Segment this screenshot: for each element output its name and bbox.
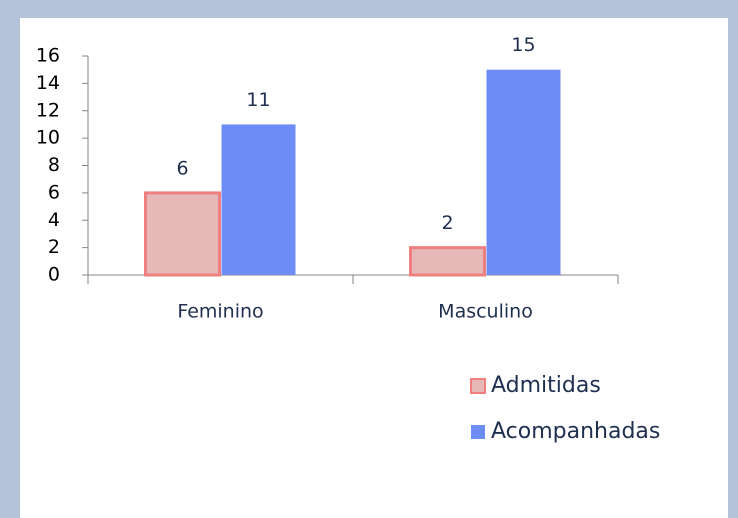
legend-label: Acompanhadas <box>491 419 660 444</box>
y-tick-label: 14 <box>36 72 60 94</box>
value-label: 15 <box>511 34 535 56</box>
legend-swatch <box>471 425 485 439</box>
bar <box>144 191 221 277</box>
value-label: 6 <box>176 157 188 179</box>
value-label: 2 <box>441 212 453 234</box>
y-tick-label: 2 <box>48 236 60 258</box>
bar <box>409 246 486 277</box>
plot-panel <box>20 18 728 518</box>
legend-label: Admitidas <box>491 373 601 398</box>
y-tick-label: 8 <box>48 154 60 176</box>
bar <box>221 124 296 275</box>
value-label: 11 <box>246 89 270 111</box>
y-tick-label: 0 <box>48 264 60 286</box>
y-tick-label: 16 <box>36 45 60 67</box>
y-tick-label: 4 <box>48 209 60 231</box>
y-tick-label: 6 <box>48 181 60 203</box>
bar <box>486 69 561 275</box>
x-tick-label: Masculino <box>438 301 533 323</box>
legend-swatch <box>470 378 486 394</box>
x-tick-label: Feminino <box>177 301 263 323</box>
y-tick-label: 12 <box>36 99 60 121</box>
y-tick-label: 10 <box>36 127 60 149</box>
